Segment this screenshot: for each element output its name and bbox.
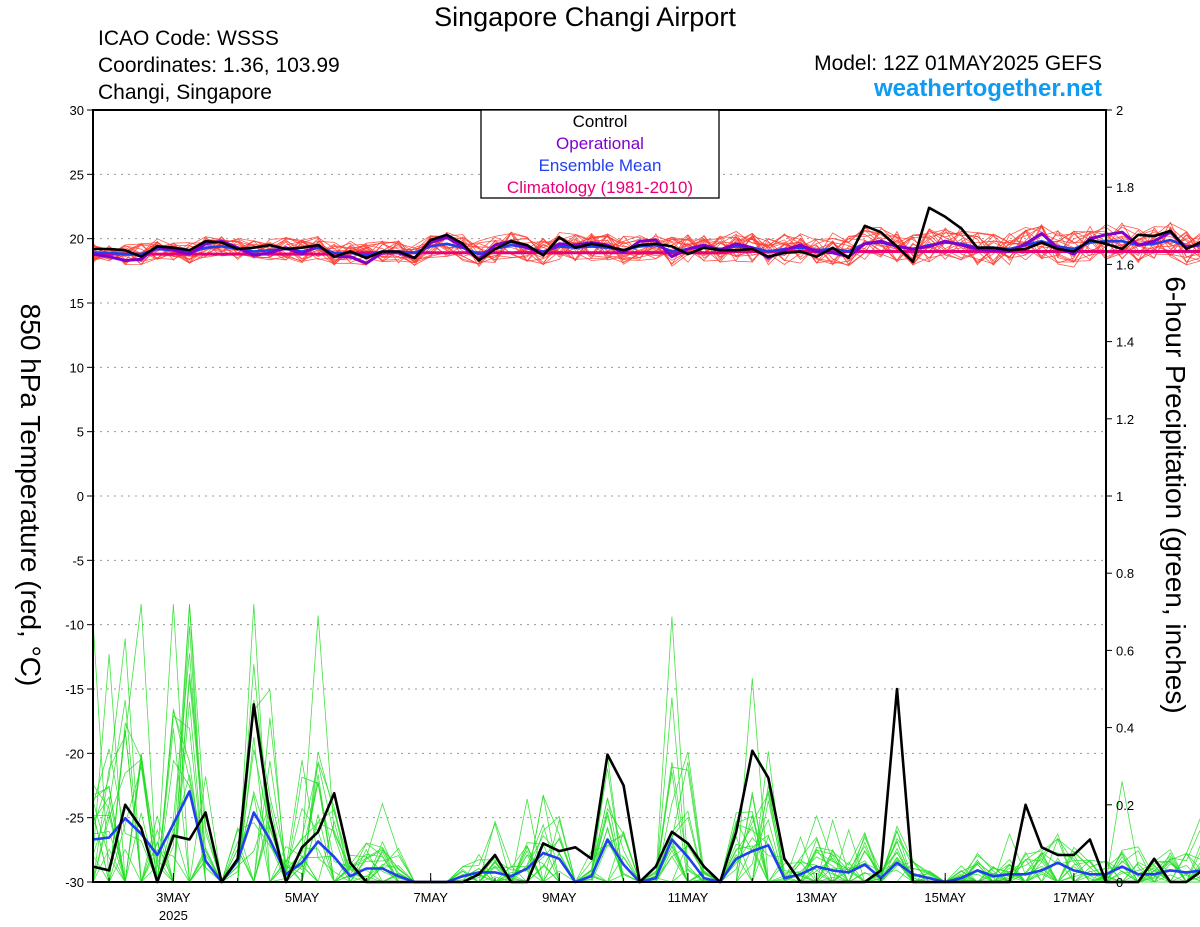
x-tick-label: 3MAY	[156, 890, 191, 905]
y-tick-label-left: 20	[70, 232, 84, 247]
legend-frame	[480, 109, 720, 199]
y-tick-label-left: -10	[65, 618, 84, 633]
precip-control-line	[92, 687, 1200, 884]
y-tick-label-right: 0.6	[1116, 643, 1134, 658]
icao-code-label: ICAO Code: WSSS	[98, 27, 279, 50]
legend-box: Control Operational Ensemble Mean Climatolo…	[480, 109, 720, 199]
temp-operational-line	[92, 230, 1200, 265]
y-tick-label-right: 1.2	[1116, 412, 1134, 427]
x-tick-label: 7MAY	[413, 890, 448, 905]
legend-entry: Operational	[556, 134, 644, 153]
y-tick-label-left: 25	[70, 167, 84, 182]
legend-entry: Climatology (1981-2010)	[507, 178, 693, 197]
y-tick-label-left: 5	[77, 425, 84, 440]
site-link[interactable]: weathertogether.net	[873, 75, 1102, 102]
y-tick-label-left: 15	[70, 296, 84, 311]
y-tick-label-left: -20	[65, 746, 84, 761]
chart-title: Singapore Changi Airport	[434, 2, 736, 32]
precip-ensemble-member-line	[92, 653, 1200, 884]
y-tick-label-left: 30	[70, 103, 84, 118]
temp-ensemble-member-line	[92, 226, 1200, 266]
grid-layer	[93, 173, 1106, 819]
y-tick-label-right: 0.2	[1116, 798, 1134, 813]
y-tick-label-left: 10	[70, 360, 84, 375]
x-tick-label: 11MAY	[668, 890, 709, 905]
location-label: Changi, Singapore	[98, 81, 272, 104]
x-tick-label: 5MAY	[285, 890, 320, 905]
legend-entry: Control	[573, 112, 628, 131]
y-tick-label-right: 1.4	[1116, 335, 1134, 350]
y-tick-label-right: 0	[1116, 875, 1123, 890]
temp-climatology-line	[93, 250, 1200, 256]
axes-layer: 302520151050-5-10-15-20-25-3021.81.61.41…	[65, 103, 1134, 923]
y-tick-label-left: -5	[72, 553, 84, 568]
y-tick-label-left: -25	[65, 811, 84, 826]
y-tick-label-left: -15	[65, 682, 84, 697]
y-tick-label-right: 2	[1116, 103, 1123, 118]
x-tick-label: 13MAY	[796, 890, 838, 905]
model-run-label: Model: 12Z 01MAY2025 GEFS	[814, 52, 1102, 75]
x-tick-label: 9MAY	[542, 890, 577, 905]
x-tick-label: 15MAY	[924, 890, 966, 905]
y-tick-label-right: 0.8	[1116, 566, 1134, 581]
y-tick-label-left: 0	[77, 489, 84, 504]
y-tick-label-right: 0.4	[1116, 721, 1134, 736]
precip-ensemble-member-line	[92, 678, 1200, 883]
temp-control-line	[93, 206, 1200, 264]
x-year-label: 2025	[159, 908, 188, 923]
legend-entry: Ensemble Mean	[539, 156, 662, 175]
y-tick-label-right: 1.8	[1116, 180, 1134, 195]
y-tick-label-right: 1.6	[1116, 257, 1134, 272]
coordinates-label: Coordinates: 1.36, 103.99	[98, 54, 340, 77]
series-layer	[92, 206, 1200, 884]
y-tick-label-right: 1	[1116, 489, 1123, 504]
y-tick-label-left: -30	[65, 875, 84, 890]
x-tick-label: 17MAY	[1053, 890, 1095, 905]
ensemble-members-layer	[92, 221, 1200, 884]
